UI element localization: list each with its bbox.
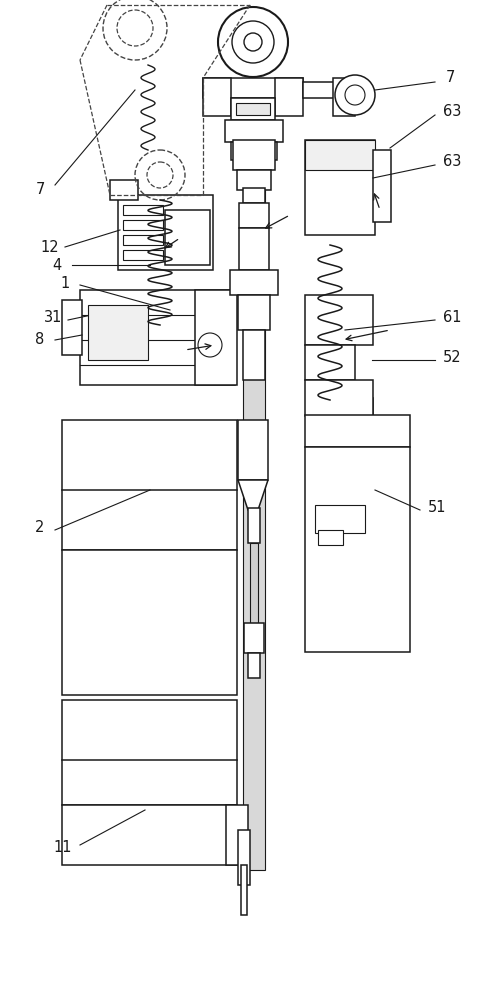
Text: 12: 12 [41,239,60,254]
Text: 7: 7 [445,70,454,86]
Bar [62,805,237,865]
Bar [308,398,373,416]
Bar [226,805,248,865]
Bar [110,180,138,200]
Text: 63: 63 [443,154,461,169]
Bar [275,78,303,116]
Bar [318,530,343,545]
Text: 4: 4 [52,257,61,272]
Bar [373,150,391,222]
Bar [62,420,237,550]
Text: 11: 11 [54,840,72,856]
Bar [305,345,355,380]
Bar [62,550,237,695]
Bar [231,142,277,160]
Bar [195,290,237,385]
Circle shape [198,333,222,357]
Bar [305,295,373,345]
Bar [236,103,270,115]
Bar [231,98,275,120]
Bar [225,120,283,142]
Bar [238,295,270,330]
Bar [80,290,235,385]
Polygon shape [238,480,268,510]
Bar [238,830,250,885]
Bar [315,505,365,533]
Bar [244,623,264,653]
Circle shape [218,7,288,77]
Text: 31: 31 [44,310,62,326]
Circle shape [232,21,274,63]
Bar [233,140,275,170]
Bar [305,140,375,170]
Bar [250,543,258,623]
Bar [333,78,355,116]
Bar [239,228,269,270]
Bar [123,220,163,230]
Bar [62,300,82,355]
Bar [305,380,373,416]
Text: 8: 8 [35,332,45,348]
Text: 7: 7 [35,182,45,198]
Bar [303,82,355,98]
Bar [165,210,210,265]
Text: 2: 2 [35,520,45,536]
Circle shape [335,75,375,115]
Bar [248,508,260,543]
Bar [239,203,269,228]
Text: 63: 63 [443,104,461,119]
Circle shape [345,85,365,105]
Bar [123,205,163,215]
Bar [203,78,231,116]
Bar [243,330,265,380]
Bar [203,78,303,98]
Bar [62,700,237,805]
Text: 52: 52 [443,350,461,364]
Bar [243,120,265,870]
Bar [305,415,410,447]
Bar [237,170,271,190]
Text: 1: 1 [60,275,70,290]
Bar [241,865,247,915]
Bar [123,235,163,245]
Bar [118,195,213,270]
Bar [305,447,410,652]
Bar [248,653,260,678]
Circle shape [244,33,262,51]
Bar [123,250,163,260]
Bar [243,188,265,203]
Text: 61: 61 [443,310,461,324]
Text: 51: 51 [428,499,446,514]
Bar [230,270,278,295]
Bar [238,420,268,480]
Bar [88,305,148,360]
Bar [305,140,375,235]
